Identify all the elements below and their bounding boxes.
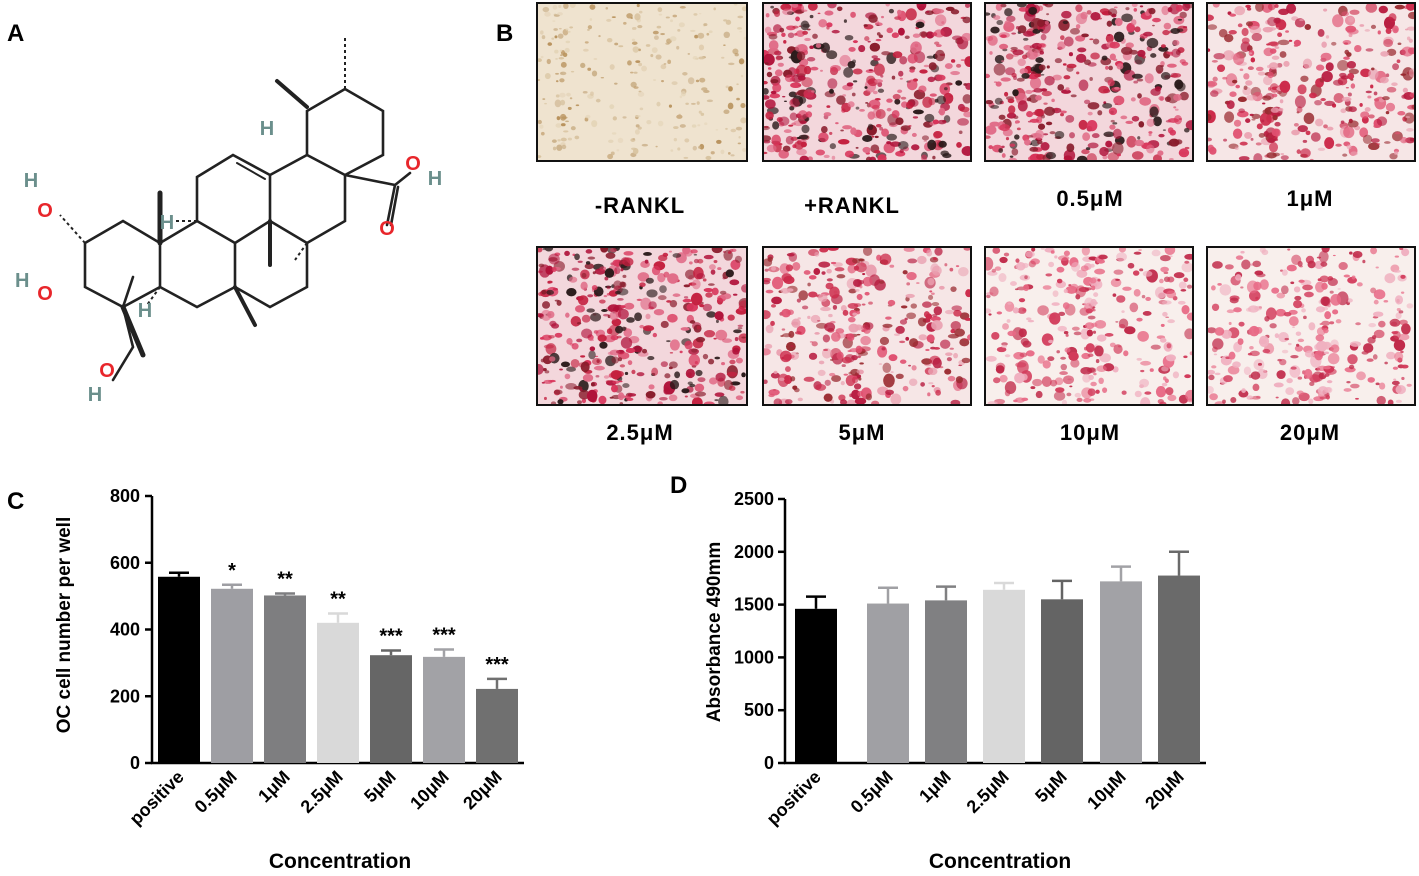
chart-c-significance: ***	[485, 654, 509, 676]
chart-d-category-label: 1μM	[915, 767, 955, 807]
chart-d-y-tick-label: 1500	[734, 595, 774, 615]
atom-h-ring2: H	[160, 212, 174, 234]
micrograph-label: 1μM	[1286, 186, 1334, 211]
micrograph-1	[536, 2, 748, 162]
chart-c-significance: **	[277, 568, 293, 590]
atom-oh-bottom-h: H	[88, 384, 102, 406]
atom-acid-o2: O	[379, 218, 395, 240]
chart-c-significance: ***	[432, 625, 456, 647]
micrograph-6	[762, 246, 972, 406]
chart-c-significance: ***	[379, 626, 403, 648]
micrograph-4	[1206, 2, 1416, 162]
micrograph-2	[762, 2, 972, 162]
chart-d-group: 0 500 1000 1500 2000 2500 positive 0.5μM 1μM 2.5μ…	[704, 489, 1206, 873]
micrograph-label: 0.5μM	[1056, 186, 1124, 211]
atom-oh-top-o: O	[37, 200, 53, 222]
chart-d-y-label: Absorbance 490mm	[704, 542, 725, 723]
chart-c-y-tick-label: 200	[110, 686, 140, 706]
micrograph-8	[1206, 246, 1416, 406]
panel-letter-c: C	[7, 488, 25, 515]
chart-c-bar	[317, 622, 359, 763]
chart-c-category-label: 10μM	[406, 767, 453, 814]
chart-c-group: 0 200 400 600 800 positive * 0.5μM ** 1μM ** 2.5μM *…	[54, 486, 524, 873]
chart-c-bar	[211, 588, 253, 763]
chart-d-y-tick-label: 2000	[734, 542, 774, 562]
chart-d-x-label: Concentration	[929, 850, 1071, 873]
micrograph-label: 2.5μM	[606, 420, 674, 445]
chart-c-category-label: 1μM	[254, 767, 294, 807]
chart-d-y-tick-label: 500	[744, 700, 774, 720]
chart-c-y-tick-label: 0	[130, 753, 140, 773]
chart-c-category-label: 5μM	[360, 767, 400, 807]
chart-c-bar	[264, 595, 306, 763]
chart-c-category-label: 20μM	[459, 767, 506, 814]
chart-d-category-label: 0.5μM	[847, 767, 897, 817]
chart-c-significance: *	[228, 560, 236, 582]
chart-c-bar	[423, 656, 465, 763]
atom-acid-h: H	[428, 168, 442, 190]
chart-c-bar	[476, 688, 518, 763]
chart-d-bar	[1158, 575, 1200, 763]
chart-c-category-label: positive	[126, 767, 188, 829]
panel-letter-a: A	[7, 20, 25, 47]
chart-d-category-label: 10μM	[1083, 767, 1130, 814]
chart-d-category-label: 2.5μM	[963, 767, 1013, 817]
chart-c-category-label: 2.5μM	[297, 767, 347, 817]
chart-c-y-tick-label: 400	[110, 620, 140, 640]
chart-c-y-tick-label: 600	[110, 553, 140, 573]
chart-c-bar	[158, 576, 200, 763]
chart-d-category-label: 5μM	[1031, 767, 1071, 807]
micrograph-label: 20μM	[1279, 420, 1341, 445]
chart-c-category-label: 0.5μM	[191, 767, 241, 817]
chart-d-bar	[925, 600, 967, 763]
chart-d-bar	[983, 589, 1025, 763]
micrograph-label: 10μM	[1059, 420, 1121, 445]
atom-oh-top-h: H	[24, 170, 38, 192]
micrograph-5	[536, 246, 748, 406]
chart-d-y-tick-label: 2500	[734, 489, 774, 509]
micrograph-label: 5μM	[838, 420, 886, 445]
atom-oh-mid-o: O	[37, 283, 53, 305]
chart-c-bar	[370, 655, 412, 763]
atom-oh-mid-h: H	[15, 270, 29, 292]
panel-letter-b: B	[496, 20, 514, 47]
chart-d-category-label: 20μM	[1141, 767, 1188, 814]
chart-d-y-tick-label: 0	[764, 753, 774, 773]
micrograph-7	[984, 246, 1194, 406]
atom-h-ring1: H	[260, 118, 274, 140]
chart-c-y-label: OC cell number per well	[54, 517, 75, 733]
chart-d-category-label: positive	[763, 767, 825, 829]
micrograph-label: -RANKL	[594, 193, 686, 218]
chart-c-significance: **	[330, 588, 346, 610]
chart-d-bar	[795, 608, 837, 763]
molecule-structure: H O H O O H H H H O H O	[15, 35, 442, 406]
micrograph-label: +RANKL	[804, 193, 900, 218]
panel-letter-d: D	[670, 472, 688, 499]
atom-oh-bottom-o: O	[99, 360, 115, 382]
chart-c-y-tick-label: 800	[110, 486, 140, 506]
chart-d-bar	[1041, 599, 1083, 763]
chart-d-bar	[1100, 581, 1142, 763]
atom-acid-o1: O	[405, 153, 421, 175]
chart-d-bar	[867, 603, 909, 763]
micrograph-3	[984, 2, 1194, 162]
atom-h-ring3: H	[138, 300, 152, 322]
chart-d-y-tick-label: 1000	[734, 647, 774, 667]
chart-c-x-label: Concentration	[269, 850, 411, 873]
